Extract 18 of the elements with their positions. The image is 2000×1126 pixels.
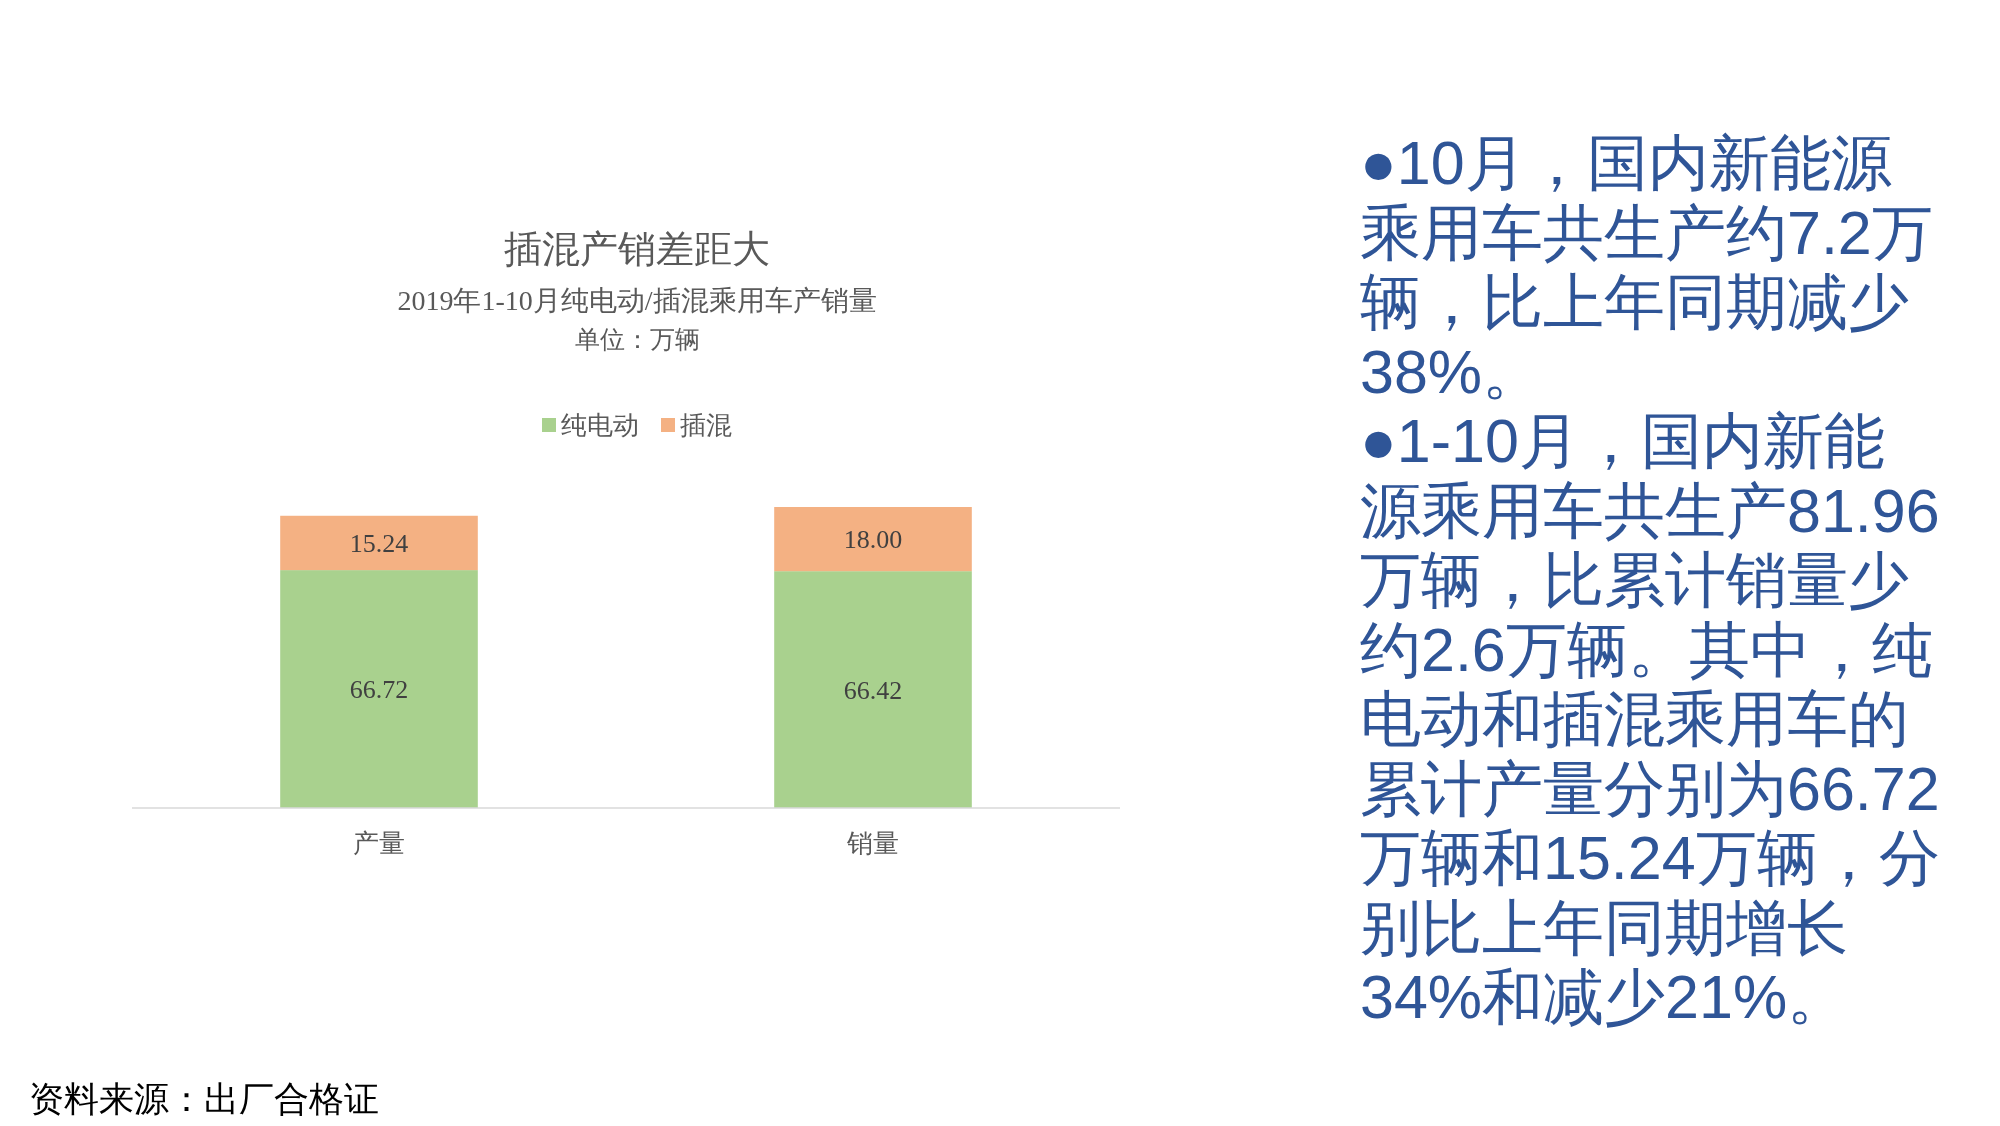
text: ●10月，国内新能源乘用车共生产约7.2万辆，比上年同期减少38%。 [1360, 129, 1933, 406]
chart-title: 插混产销差距大 [504, 228, 770, 270]
x-tick-label: 销量 [846, 828, 899, 858]
bar [280, 570, 478, 808]
x-tick-label: 产量 [353, 828, 405, 858]
legend-label: 插混 [680, 410, 732, 440]
data-label: 66.42 [843, 675, 903, 705]
bar [774, 507, 972, 572]
data-label: 18.00 [843, 524, 903, 554]
data-label: 66.72 [349, 674, 409, 704]
chart-subtitle: 2019年1-10月纯电动/插混乘用车产销量 [397, 284, 877, 316]
text: ●1-10月，国内新能源乘用车共生产81.96万辆，比累计销量少约2.6万辆。其中，纯电动和插混乘用车的累计产量分别为66.72万辆和15.24万辆，分别比上年同期增长34%和减少21%。 [1360, 407, 1940, 1031]
text: 单位：万辆 [574, 325, 700, 353]
legend-label: 纯电动 [561, 410, 639, 440]
bar [774, 571, 972, 808]
bar [280, 515, 478, 571]
text: 资料来源：出厂合格证 [29, 1079, 379, 1119]
data-label: 15.24 [349, 528, 409, 558]
